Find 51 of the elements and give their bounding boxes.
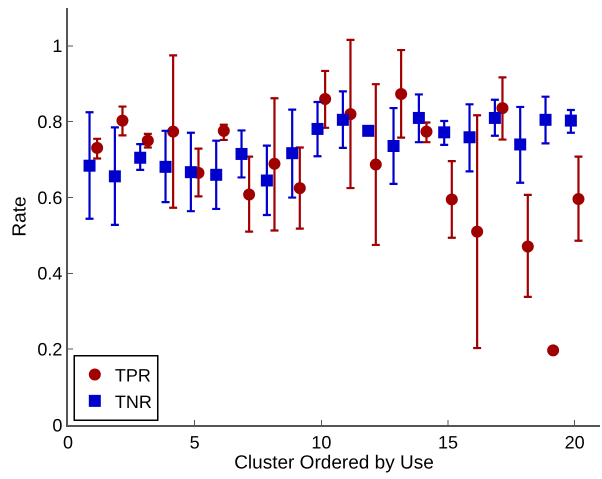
point (236, 148, 248, 160)
point (388, 140, 400, 152)
y-tick-label: 0.8 (37, 112, 62, 132)
point (167, 126, 180, 138)
point (522, 240, 534, 252)
x-tick-label: 5 (190, 432, 200, 453)
point (160, 160, 172, 173)
point (540, 114, 552, 126)
point (362, 124, 374, 137)
point (91, 142, 104, 154)
point (184, 166, 197, 178)
point (84, 160, 96, 172)
point (312, 122, 324, 135)
point (514, 138, 526, 150)
point (471, 226, 484, 238)
x-tick-label: 15 (438, 432, 458, 453)
y-tick-label: 0.4 (37, 264, 62, 284)
point (116, 114, 128, 127)
point (319, 92, 332, 105)
legend-label: TNR (114, 392, 152, 412)
y-axis-title: Rate (10, 196, 31, 237)
point (218, 124, 230, 137)
point (412, 112, 425, 124)
point (488, 112, 501, 124)
point (286, 147, 298, 160)
point (395, 88, 408, 100)
y-tick-label: 0.2 (37, 339, 62, 360)
point (370, 158, 382, 171)
point (547, 344, 560, 356)
x-tick-label: 20 (564, 432, 585, 453)
point (294, 182, 306, 194)
point (564, 114, 577, 127)
point (438, 126, 450, 138)
point (446, 193, 458, 206)
point (210, 168, 222, 181)
point (268, 158, 280, 170)
y-tick-label: 0.6 (37, 188, 62, 208)
point (260, 174, 273, 186)
point (496, 102, 508, 114)
y-tick-label: 0 (52, 415, 62, 436)
point (336, 114, 349, 126)
legend-label: TPR (114, 366, 151, 386)
x-tick-label: 10 (311, 432, 332, 453)
point (420, 126, 432, 138)
x-axis-title: Cluster Ordered by Use (234, 452, 434, 474)
point (108, 170, 121, 182)
y-tick-label: 1 (52, 36, 62, 56)
point (134, 152, 146, 164)
point (243, 188, 256, 201)
point (464, 131, 476, 144)
point (572, 193, 584, 206)
